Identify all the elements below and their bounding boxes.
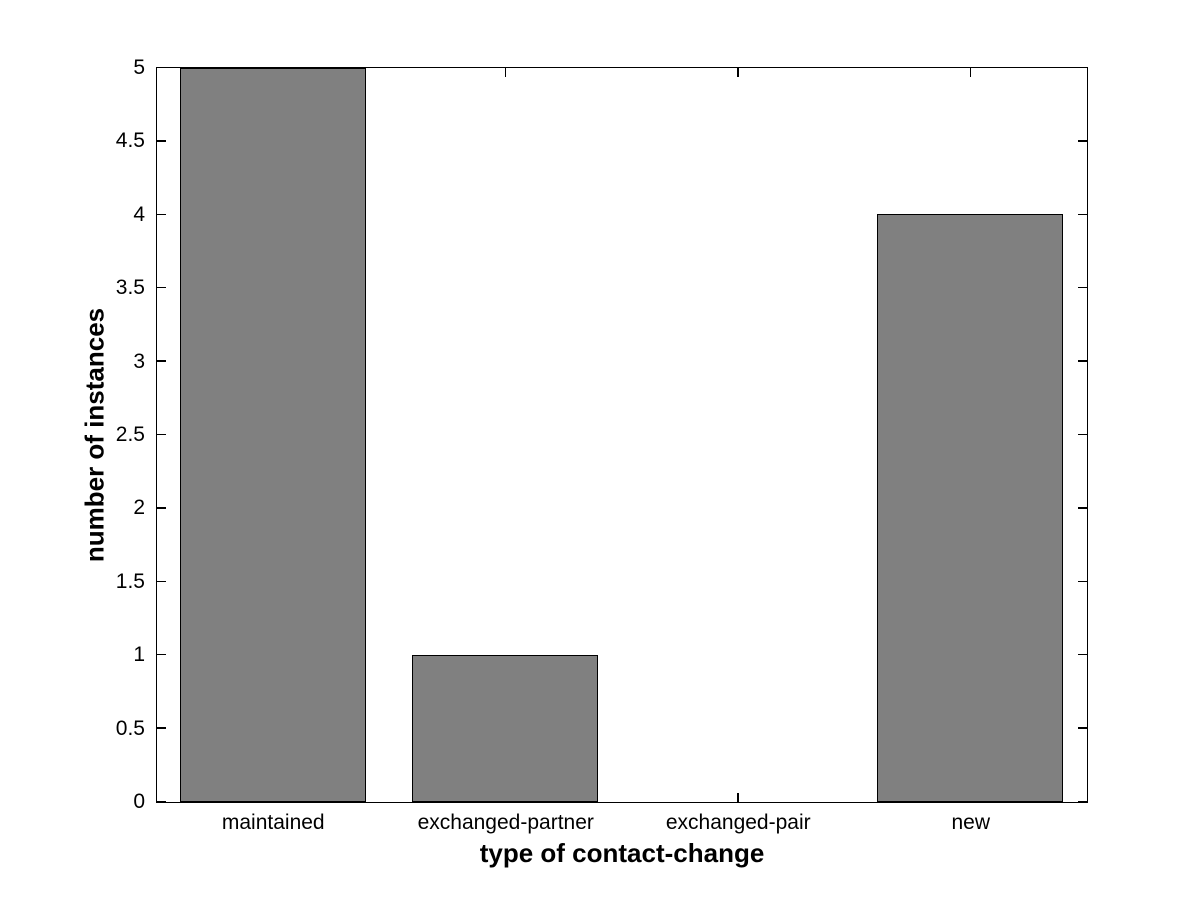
y-tick-mark-right <box>1077 800 1087 803</box>
x-tick-label: maintained <box>221 811 325 834</box>
x-tick-mark-top <box>969 67 971 77</box>
y-tick-mark-left <box>156 507 166 509</box>
bars-layer <box>157 67 1087 802</box>
y-tick-mark-right <box>1077 140 1087 142</box>
x-tick-mark-top <box>737 67 739 77</box>
bar-exchanged-partner <box>412 654 599 802</box>
bar-new <box>877 214 1064 802</box>
y-tick-mark-left <box>156 66 166 69</box>
y-tick-mark-right <box>1077 507 1087 509</box>
y-tick-label: 4.5 <box>115 129 145 153</box>
y-tick-mark-right <box>1077 653 1087 656</box>
y-tick-mark-right <box>1077 360 1087 362</box>
bar-maintained <box>179 67 366 802</box>
y-tick-mark-left <box>156 653 166 656</box>
y-tick-mark-left <box>156 727 166 729</box>
y-tick-mark-right <box>1077 580 1087 583</box>
y-tick-label: 5 <box>133 56 145 79</box>
y-tick-mark-left <box>156 140 166 142</box>
y-tick-label: 2 <box>133 496 145 520</box>
y-tick-mark-left <box>156 213 166 216</box>
x-tick-label: exchanged-partner <box>417 811 594 834</box>
y-tick-label: 1 <box>133 643 145 667</box>
y-tick-label: 0 <box>133 790 145 813</box>
x-tick-label: new <box>951 811 991 834</box>
y-tick-mark-right <box>1077 66 1087 69</box>
x-tick-mark-top <box>504 67 506 77</box>
plot-area <box>155 66 1088 803</box>
y-tick-label: 3.5 <box>115 276 145 300</box>
y-tick-label: 0.5 <box>115 716 145 740</box>
y-tick-label: 1.5 <box>115 569 145 593</box>
y-tick-mark-left <box>156 286 166 289</box>
y-tick-mark-left <box>156 360 166 362</box>
y-tick-mark-left <box>156 580 166 583</box>
y-tick-mark-left <box>156 800 166 803</box>
x-tick-label: exchanged-pair <box>665 811 811 834</box>
y-tick-mark-right <box>1077 433 1087 436</box>
y-tick-mark-left <box>156 433 166 436</box>
y-tick-mark-right <box>1077 727 1087 729</box>
y-tick-mark-right <box>1077 286 1087 289</box>
y-tick-mark-right <box>1077 213 1087 216</box>
y-tick-label: 2.5 <box>115 423 145 446</box>
y-axis-label-text: number of instances <box>79 307 110 563</box>
x-axis-label: type of contact-change <box>479 838 765 868</box>
y-tick-label: 4 <box>133 202 145 226</box>
x-tick-mark-bottom <box>737 792 739 802</box>
y-tick-label: 3 <box>133 349 145 373</box>
